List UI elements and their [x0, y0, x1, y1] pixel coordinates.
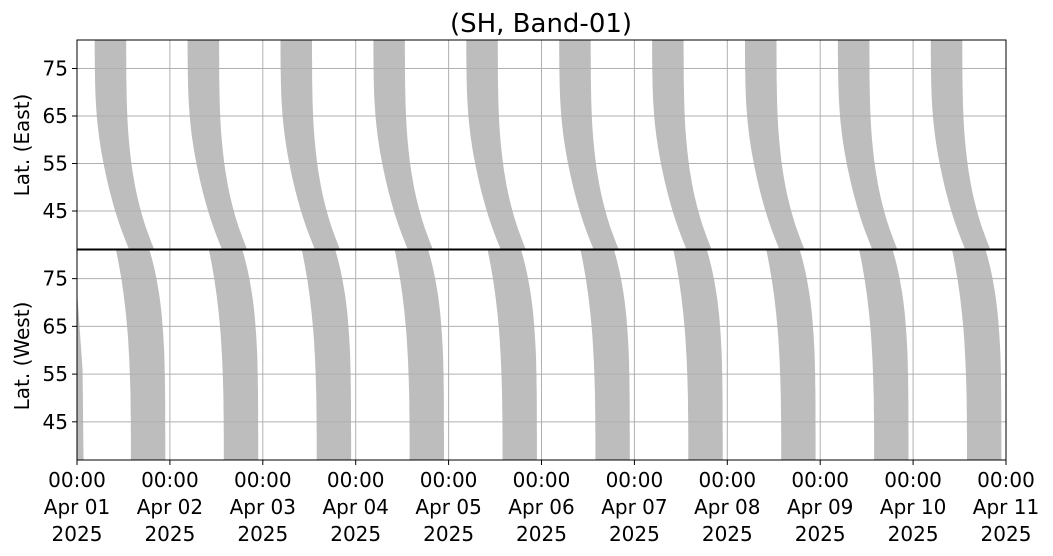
west-ylabel: Lat. (West) — [10, 302, 34, 411]
x-tick-label: 00:00 — [698, 468, 756, 492]
east-y-tick-label: 75 — [43, 57, 68, 81]
x-tick-label: 00:00 — [327, 468, 385, 492]
west-band — [487, 250, 537, 460]
east-grid — [77, 40, 1006, 249]
x-tick-label: Apr 10 — [880, 495, 946, 519]
east-band — [930, 40, 991, 249]
east-panel: 45 55 65 75 Lat. (East) — [10, 39, 1007, 250]
chart-title: (SH, Band-01) — [450, 9, 632, 39]
x-tick-label: 2025 — [795, 522, 846, 546]
west-panel: 75 65 55 45 Lat. (West) — [10, 249, 1007, 461]
west-y-tick-label: 45 — [43, 410, 68, 434]
x-tick-label: Apr 11 — [973, 495, 1039, 519]
x-tick-label: 00:00 — [791, 468, 849, 492]
west-band — [859, 250, 909, 460]
x-axis-ticks: 00:00 Apr 01 2025 00:00 Apr 02 2025 00:00 Apr 0… — [44, 460, 1039, 546]
west-band — [301, 250, 352, 460]
east-band — [745, 40, 805, 249]
x-tick-label: Apr 01 — [44, 495, 110, 519]
x-tick-label: 2025 — [516, 522, 567, 546]
west-y-tick-label: 55 — [43, 362, 68, 386]
west-bands — [77, 250, 1002, 460]
east-band — [94, 40, 155, 249]
x-tick-label: 2025 — [981, 522, 1032, 546]
x-tick-label: Apr 03 — [230, 495, 296, 519]
x-tick-label: 00:00 — [234, 468, 292, 492]
x-tick-label: Apr 04 — [322, 495, 388, 519]
west-y-tick-label: 65 — [43, 314, 68, 338]
west-band — [394, 250, 444, 460]
x-tick-label: 00:00 — [141, 468, 199, 492]
x-tick-label: Apr 06 — [508, 495, 574, 519]
x-tick-label: 00:00 — [884, 468, 942, 492]
x-tick-label: Apr 09 — [787, 495, 853, 519]
east-band — [652, 40, 712, 249]
west-yticks: 75 65 55 45 — [43, 267, 77, 434]
east-band — [466, 40, 526, 249]
x-tick-label: 2025 — [52, 522, 103, 546]
x-tick-label: 00:00 — [977, 468, 1035, 492]
x-tick-label: 00:00 — [48, 468, 106, 492]
x-tick-label: 2025 — [702, 522, 753, 546]
x-tick-label: Apr 07 — [601, 495, 667, 519]
x-tick-label: 2025 — [330, 522, 381, 546]
west-band — [208, 250, 259, 460]
x-tick-label: 00:00 — [513, 468, 571, 492]
east-yticks: 45 55 65 75 — [43, 57, 77, 223]
west-band — [673, 250, 723, 460]
east-y-tick-label: 45 — [43, 199, 68, 223]
east-band — [280, 40, 340, 249]
x-tick-label: Apr 02 — [137, 495, 203, 519]
east-bands — [94, 40, 991, 249]
x-tick-label: 2025 — [423, 522, 474, 546]
east-band — [373, 40, 433, 249]
east-axes-frame — [76, 39, 1007, 250]
x-tick-label: Apr 08 — [694, 495, 760, 519]
x-tick-label: 2025 — [144, 522, 195, 546]
west-grid — [77, 250, 1006, 460]
east-band — [837, 40, 898, 249]
east-band — [187, 40, 247, 249]
east-y-tick-label: 65 — [43, 104, 68, 128]
x-tick-label: 2025 — [609, 522, 660, 546]
x-tick-label: 2025 — [237, 522, 288, 546]
x-tick-label: 00:00 — [420, 468, 478, 492]
east-y-tick-label: 55 — [43, 152, 68, 176]
west-band — [766, 250, 816, 460]
x-tick-label: 00:00 — [606, 468, 664, 492]
west-band — [116, 250, 166, 460]
x-tick-label: 2025 — [888, 522, 939, 546]
west-band-partial — [77, 290, 84, 460]
east-band — [559, 40, 619, 249]
x-tick-label: Apr 05 — [415, 495, 481, 519]
west-y-tick-label: 75 — [43, 267, 68, 291]
west-band — [952, 250, 1002, 460]
east-ylabel: Lat. (East) — [10, 94, 34, 197]
west-band — [580, 250, 630, 460]
